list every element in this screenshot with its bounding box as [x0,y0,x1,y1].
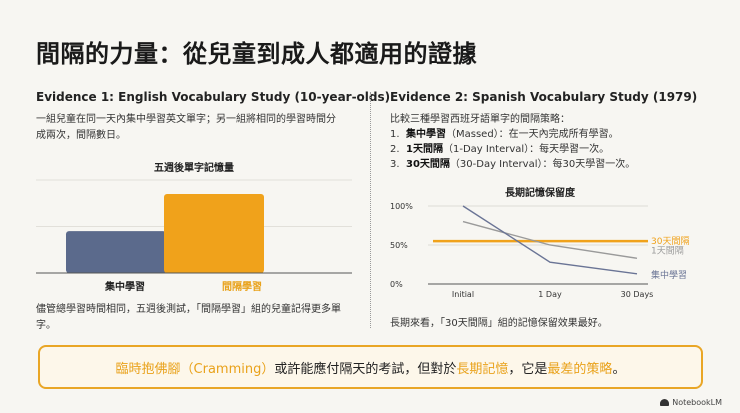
line-chart: 0% 50% 100% Initial 1 Day 30 Days 30天間隔1天間隔集中學… [390,202,689,299]
banner-text: ，它是 [508,361,548,377]
evidence1-conclusion: 儘管總學習時間相同，五週後測試，「間隔學習」組的兒童記得更多單字。 [36,304,341,331]
strategy-item: 3. 30天間隔 （30-Day Interval）：每30天學習一次。 [390,159,636,170]
page-title: 間隔的力量：從兒童到成人都適用的證據 [36,40,477,68]
bar-chart-title: 五週後單字記憶量 [154,163,234,174]
banner-cramming: 臨時抱佛腳（Cramming） [115,361,275,377]
series-label: 集中學習 [651,269,687,281]
banner-text: 或許能應付隔天的考試，但對於 [274,361,457,377]
x-tick-label: Initial [452,290,474,299]
footer-brand: NotebookLM [660,398,722,407]
series-line [462,220,638,259]
y-tick-label: 100% [390,202,413,211]
series-label: 30天間隔 [651,236,689,247]
bar-spaced [164,193,264,273]
evidence2-heading: Evidence 2: Spanish Vocabulary Study (19… [390,90,698,104]
banner-text: 。 [612,361,626,377]
notebooklm-logo-icon [660,399,670,406]
takeaway-banner: 臨時抱佛腳（Cramming） 或許能應付隔天的考試，但對於 長期記憶 ，它是 … [38,345,703,389]
bar-label-spaced: 間隔學習 [222,282,262,293]
strategy-item: 2. 1天間隔 （1-Day Interval）：每天學習一次。 [390,144,610,155]
series-line [462,205,638,275]
evidence2-conclusion: 長期來看，「30天間隔」組的記憶保留效果最好。 [390,318,608,329]
strategy-item: 1. 集中學習 （Massed）：在一天內完成所有學習。 [390,129,619,140]
y-tick-label: 0% [390,280,403,289]
x-tick-label: 1 Day [538,290,562,299]
evidence1-heading: Evidence 1: English Vocabulary Study (10… [36,90,391,104]
y-tick-label: 50% [390,241,408,250]
brand-label: NotebookLM [672,398,722,407]
bar-chart [36,179,352,274]
banner-long-term: 長期記憶 [456,361,509,377]
series-label: 1天間隔 [651,245,684,256]
line-chart-title: 長期記憶保留度 [505,188,575,199]
bar-label-massed: 集中學習 [105,282,145,293]
bar-massed [66,231,166,273]
evidence1-description: 一組兒童在同一天內集中學習英文單字；另一組將相同的學習時間分成兩次，間隔數日。 [36,114,336,141]
x-tick-label: 30 Days [621,290,654,299]
banner-worst: 最差的策略 [547,361,613,377]
strategy-list: 1. 集中學習 （Massed）：在一天內完成所有學習。 2. 1天間隔 （1-Day … [390,127,635,172]
panel-divider [370,92,371,328]
evidence2-intro: 比較三種學習西班牙語單字的間隔策略： [390,114,570,125]
